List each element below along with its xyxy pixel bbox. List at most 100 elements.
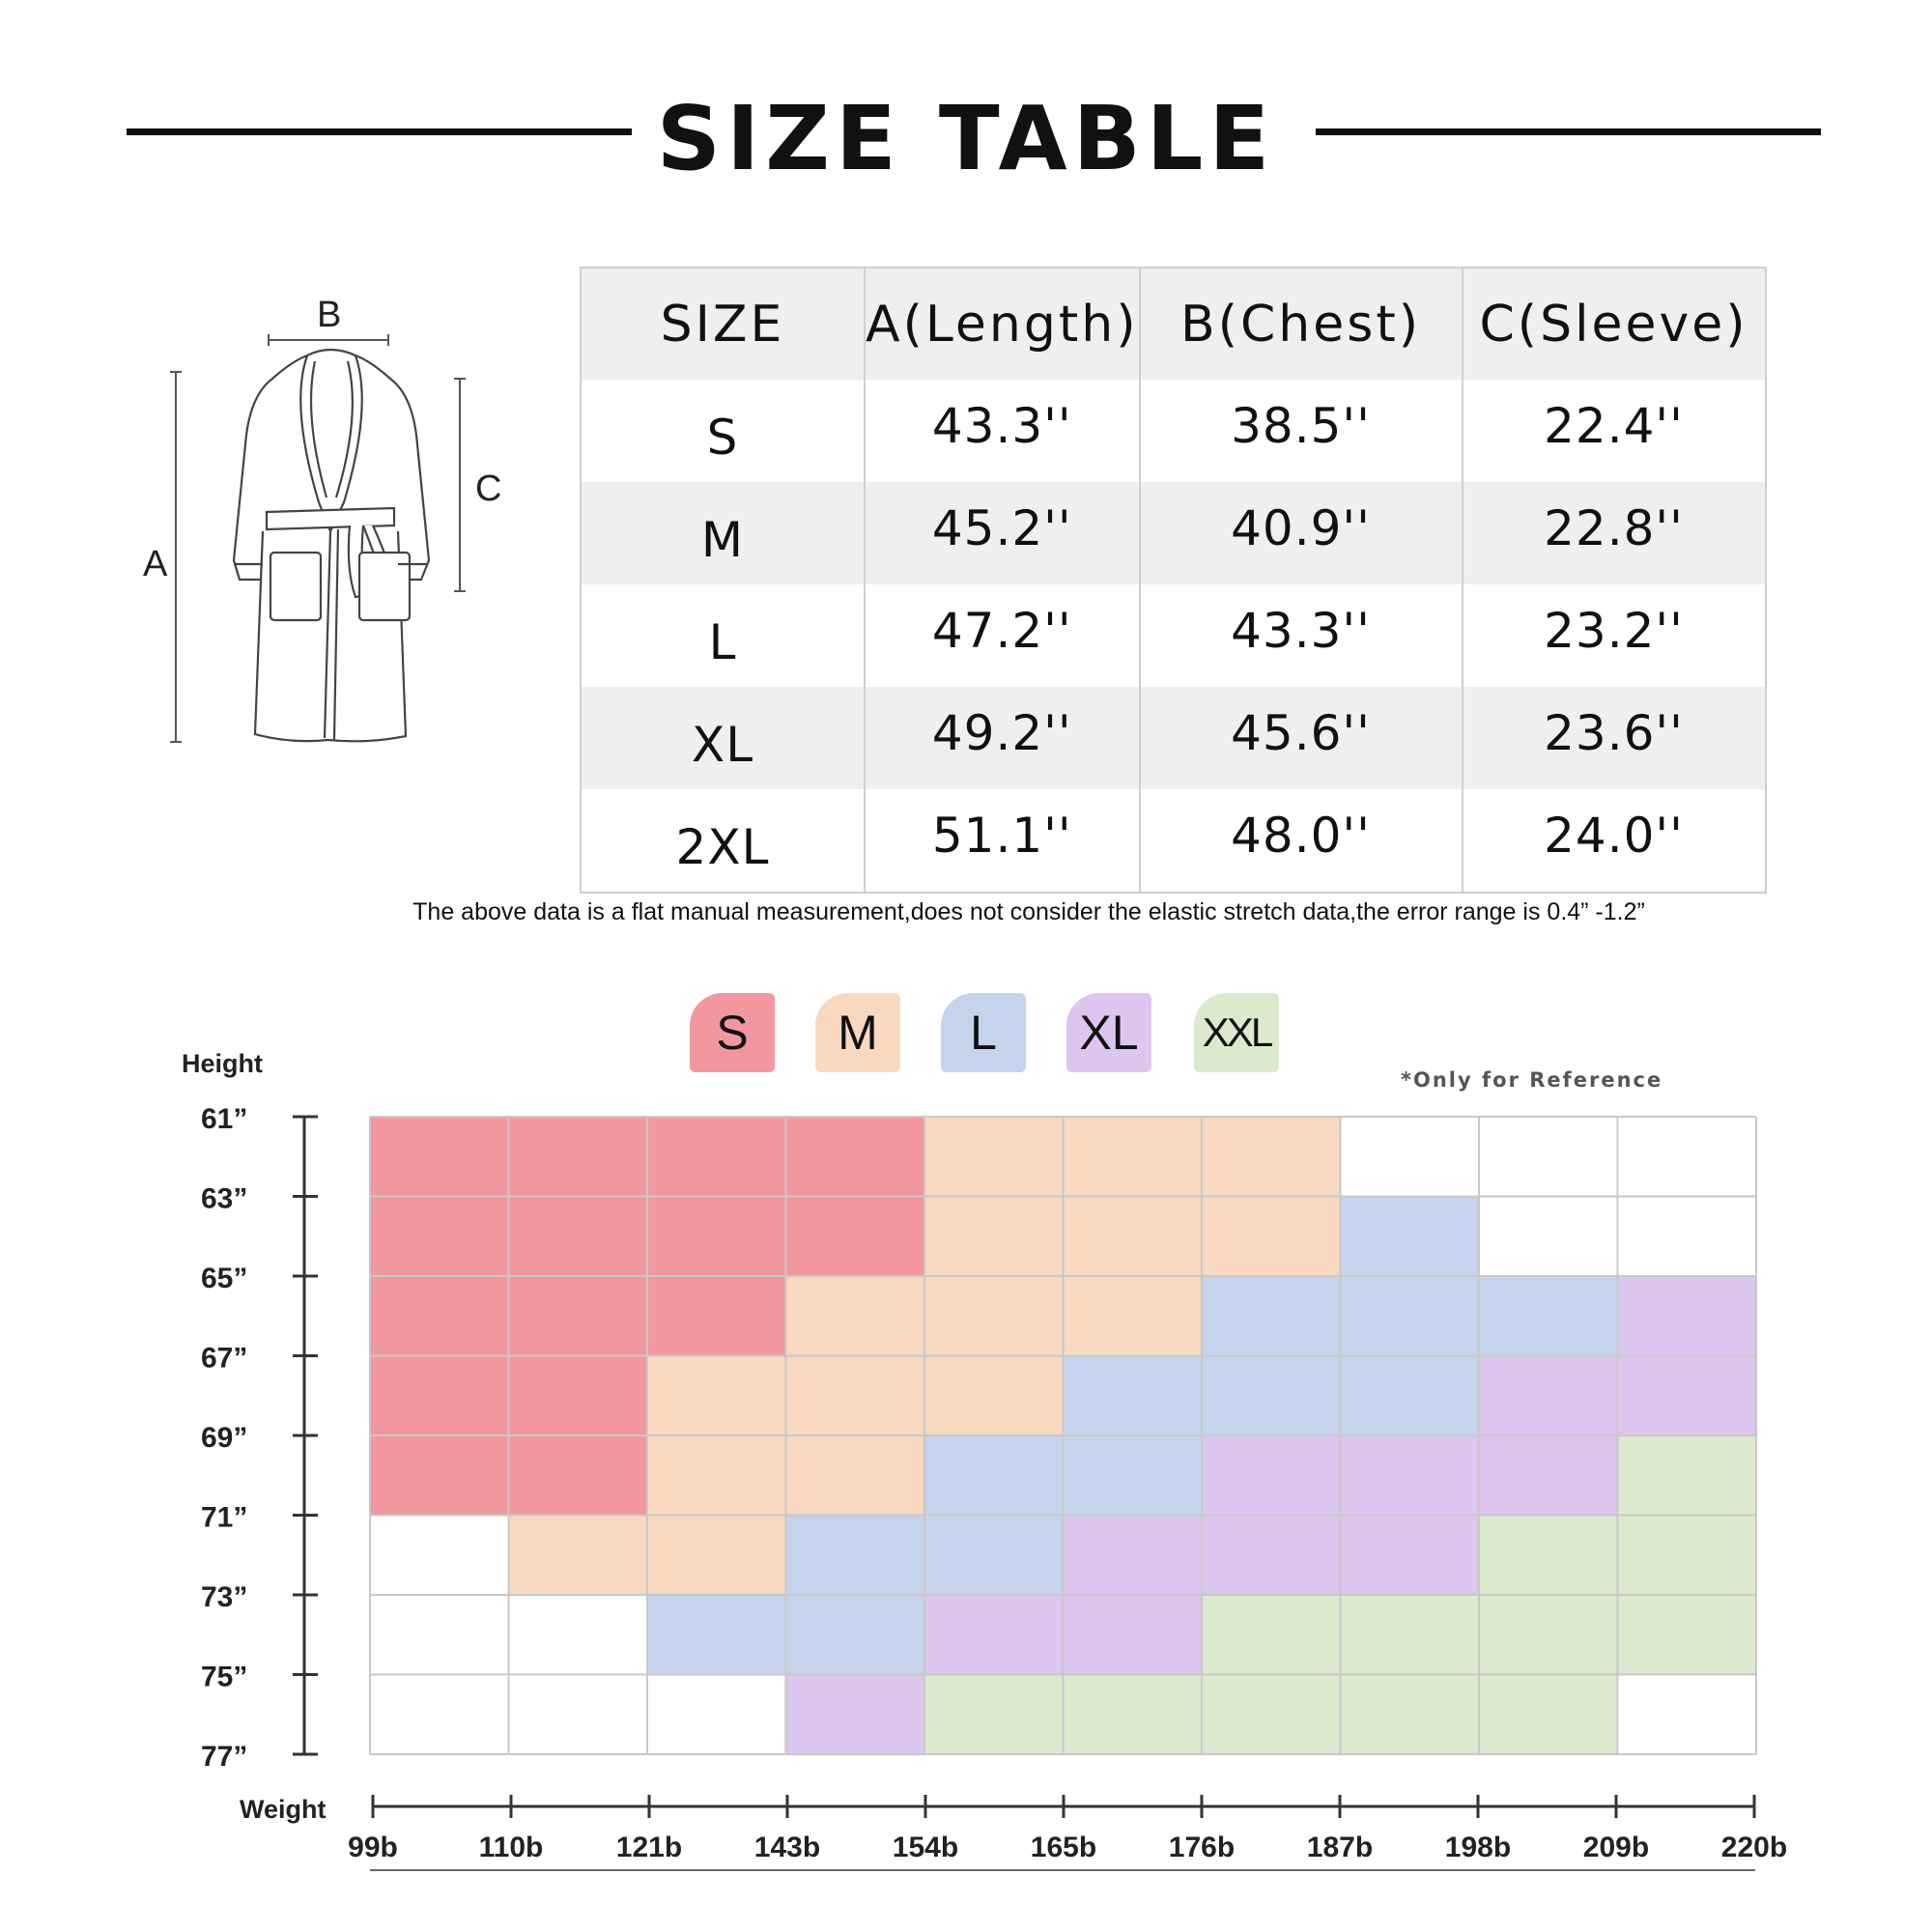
chest-cell: 45.6'' — [1138, 687, 1463, 789]
chart-cell — [1479, 1355, 1618, 1435]
header-size: SIZE — [580, 268, 866, 380]
x-tick-label: 143b — [754, 1832, 820, 1863]
x-tick-label: 121b — [616, 1832, 682, 1863]
chest-cell: 40.9'' — [1138, 482, 1463, 584]
length-cell: 51.1'' — [864, 789, 1141, 893]
chart-cell — [1340, 1515, 1479, 1595]
chart-cell — [1340, 1355, 1479, 1435]
length-cell: 43.3'' — [864, 380, 1141, 482]
chart-cell — [1063, 1117, 1202, 1197]
sleeve-cell: 22.4'' — [1461, 380, 1767, 482]
chart-cell — [1479, 1117, 1618, 1197]
chart-cell — [1617, 1117, 1756, 1197]
chart-cell — [1202, 1435, 1341, 1516]
legend-xl: XL — [1066, 993, 1151, 1072]
chart-cell — [508, 1117, 647, 1197]
chart-cell — [1479, 1515, 1618, 1595]
table-row: 2XL 51.1'' 48.0'' 24.0'' — [580, 789, 1767, 893]
chart-cell — [508, 1276, 647, 1356]
length-cell: 49.2'' — [864, 687, 1141, 789]
chart-cell — [1479, 1196, 1618, 1276]
label-c: C — [475, 469, 501, 509]
legend-m: M — [815, 993, 900, 1072]
chart-cell — [1617, 1674, 1756, 1754]
chart-cell — [647, 1196, 786, 1276]
chart-cell — [785, 1595, 924, 1675]
chest-cell: 43.3'' — [1138, 584, 1463, 687]
chart-cell — [924, 1196, 1064, 1276]
chart-cell — [508, 1674, 647, 1754]
chart-cell — [508, 1515, 647, 1595]
chest-cell: 48.0'' — [1138, 789, 1463, 893]
chart-cell — [1063, 1674, 1202, 1754]
chart-cell — [647, 1355, 786, 1435]
chart-cell — [785, 1276, 924, 1356]
chart-cell — [647, 1515, 786, 1595]
length-cell: 47.2'' — [864, 584, 1141, 687]
x-tick-label: 154b — [893, 1832, 958, 1863]
title-rule-left — [127, 128, 632, 135]
size-cell: S — [580, 380, 866, 482]
size-cell: 2XL — [580, 789, 866, 893]
label-a: A — [143, 544, 168, 584]
chart-cell — [1202, 1515, 1341, 1595]
chart-cell — [370, 1117, 509, 1197]
measurement-note: The above data is a flat manual measurem… — [412, 898, 1645, 925]
x-tick-label: 165b — [1031, 1832, 1096, 1863]
chart-cell — [1340, 1595, 1479, 1675]
y-tick-label: 75” — [201, 1662, 247, 1693]
chart-cell — [1063, 1435, 1202, 1516]
chart-cell — [1063, 1276, 1202, 1356]
table-row: L 47.2'' 43.3'' 23.2'' — [580, 584, 1767, 687]
chart-cell — [1479, 1276, 1618, 1356]
chart-cell — [1202, 1674, 1341, 1754]
chart-cell — [785, 1674, 924, 1754]
chart-cell — [1617, 1355, 1756, 1435]
chart-cell — [508, 1595, 647, 1675]
size-cell: L — [580, 584, 866, 687]
sleeve-cell: 22.8'' — [1461, 482, 1767, 584]
chart-cell — [647, 1674, 786, 1754]
size-cell: M — [580, 482, 866, 584]
chart-cell — [647, 1435, 786, 1516]
length-cell: 45.2'' — [864, 482, 1141, 584]
chart-cell — [1479, 1435, 1618, 1516]
chart-cell — [1063, 1515, 1202, 1595]
chart-cell — [924, 1515, 1064, 1595]
x-tick-label: 176b — [1169, 1832, 1235, 1863]
x-tick-label: 110b — [479, 1832, 544, 1863]
chart-cell — [1617, 1435, 1756, 1516]
y-tick-label: 63” — [201, 1183, 247, 1215]
chart-cell — [1340, 1276, 1479, 1356]
chart-cell — [1202, 1196, 1341, 1276]
table-row: XL 49.2'' 45.6'' 23.6'' — [580, 687, 1767, 789]
y-tick-label: 69” — [201, 1422, 247, 1454]
chart-cell — [1063, 1355, 1202, 1435]
legend-xxl: XXL — [1194, 993, 1279, 1072]
chart-cell — [924, 1435, 1064, 1516]
label-b: B — [317, 295, 341, 335]
table-row: M 45.2'' 40.9'' 22.8'' — [580, 482, 1767, 584]
y-tick-label: 73” — [201, 1581, 247, 1613]
chart-cell — [647, 1117, 786, 1197]
x-tick-label: 187b — [1307, 1832, 1373, 1863]
reference-note: *Only for Reference — [1401, 1068, 1663, 1092]
chart-cell — [1479, 1595, 1618, 1675]
legend-label: XL — [1079, 1006, 1139, 1060]
chart-cell — [785, 1355, 924, 1435]
table-row: S 43.3'' 38.5'' 22.4'' — [580, 380, 1767, 482]
legend-label: XXL — [1202, 1009, 1273, 1055]
chart-cell — [924, 1276, 1064, 1356]
chart-cell — [1617, 1196, 1756, 1276]
chart-cell — [508, 1435, 647, 1516]
legend-label: L — [970, 1006, 997, 1060]
sleeve-cell: 23.6'' — [1461, 687, 1767, 789]
chart-cell — [647, 1595, 786, 1675]
chart-cell — [370, 1595, 509, 1675]
legend-l: L — [941, 993, 1026, 1072]
chart-cell — [1063, 1595, 1202, 1675]
chart-cell — [1617, 1515, 1756, 1595]
chart-cell — [1202, 1276, 1341, 1356]
chart-cell — [370, 1355, 509, 1435]
header-chest: B(Chest) — [1138, 268, 1463, 380]
